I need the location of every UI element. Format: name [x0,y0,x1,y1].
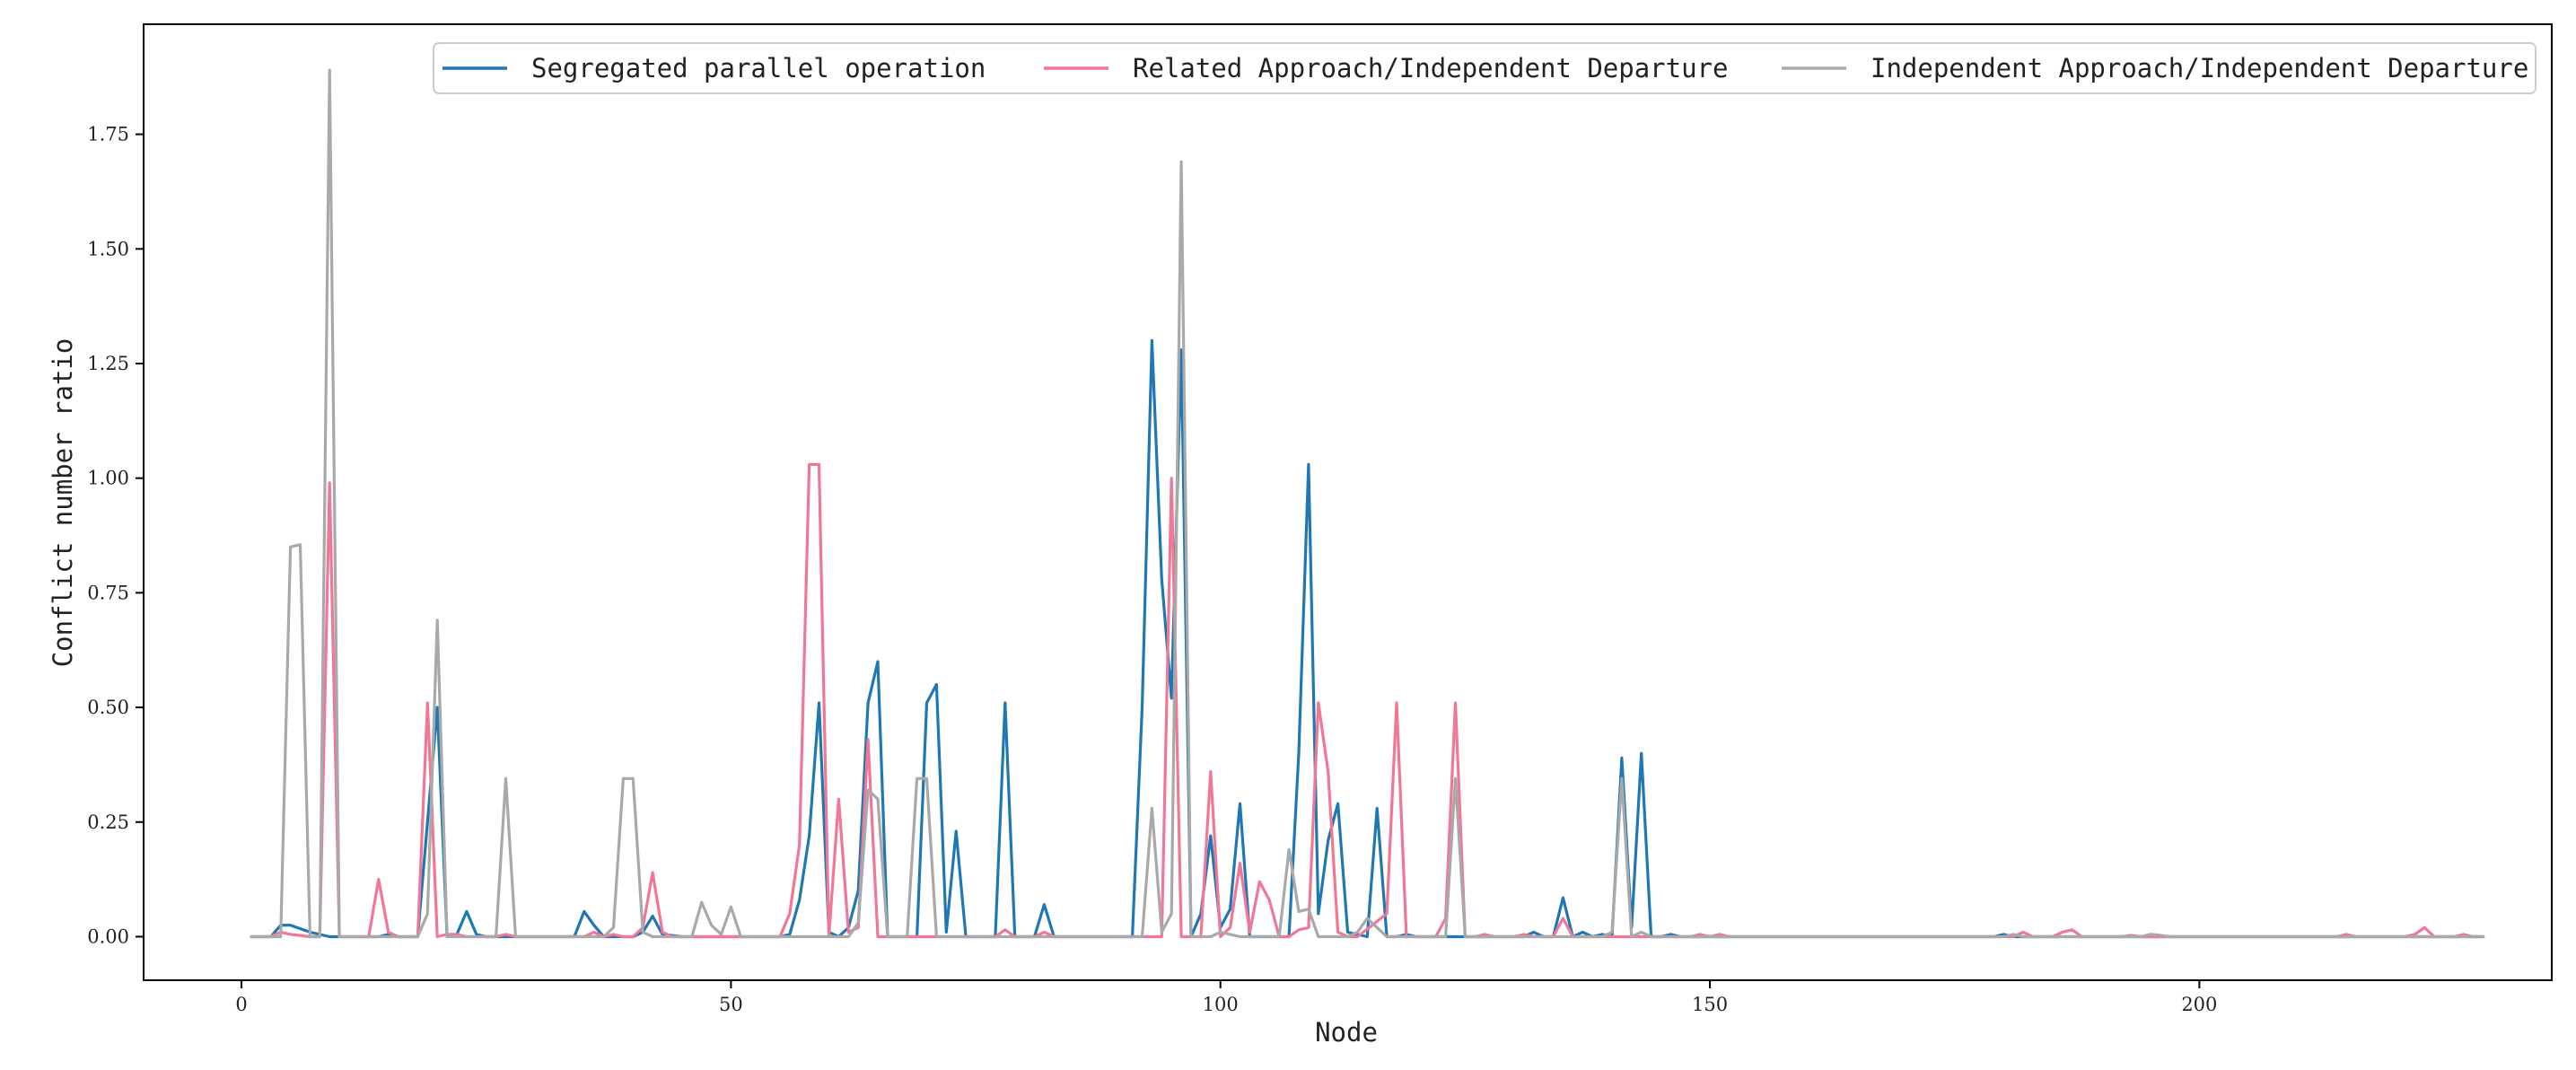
legend-label-2: Related Approach/Independent Departure [1133,53,1728,83]
x-tick-label: 0 [235,994,247,1015]
series-lines [250,68,2485,939]
series-line-3 [250,68,2485,939]
y-tick-label: 0.25 [87,811,129,833]
y-tick-label: 0.75 [87,582,129,603]
x-tick-label: 50 [719,994,743,1015]
y-tick-label: 0.50 [87,697,129,718]
y-tick-label: 1.75 [87,124,129,145]
series-line-2 [250,462,2485,939]
legend-box [433,42,2537,94]
y-tick-label: 0.00 [87,925,129,947]
plot-frame [143,23,2553,981]
legend-label-1: Segregated parallel operation [531,53,986,83]
legend: Segregated parallel operation Related App… [433,42,2537,94]
plot-background [144,24,2552,980]
axis-ticks: 0 50 100 150 200 0.00 0.25 0.50 0.75 1.00 1.25 1.50… [87,124,2217,1015]
y-tick-label: 1.50 [87,238,129,259]
y-axis-label: Conflict number ratio [48,338,78,668]
x-tick-label: 100 [1203,994,1239,1015]
x-tick-label: 150 [1692,994,1728,1015]
x-tick-label: 200 [2181,994,2217,1015]
y-tick-label: 1.25 [87,353,129,374]
legend-label-3: Independent Approach/Independent Departu… [1871,53,2528,83]
x-axis-label: Node [1315,1017,1378,1048]
y-tick-label: 1.00 [87,468,129,489]
